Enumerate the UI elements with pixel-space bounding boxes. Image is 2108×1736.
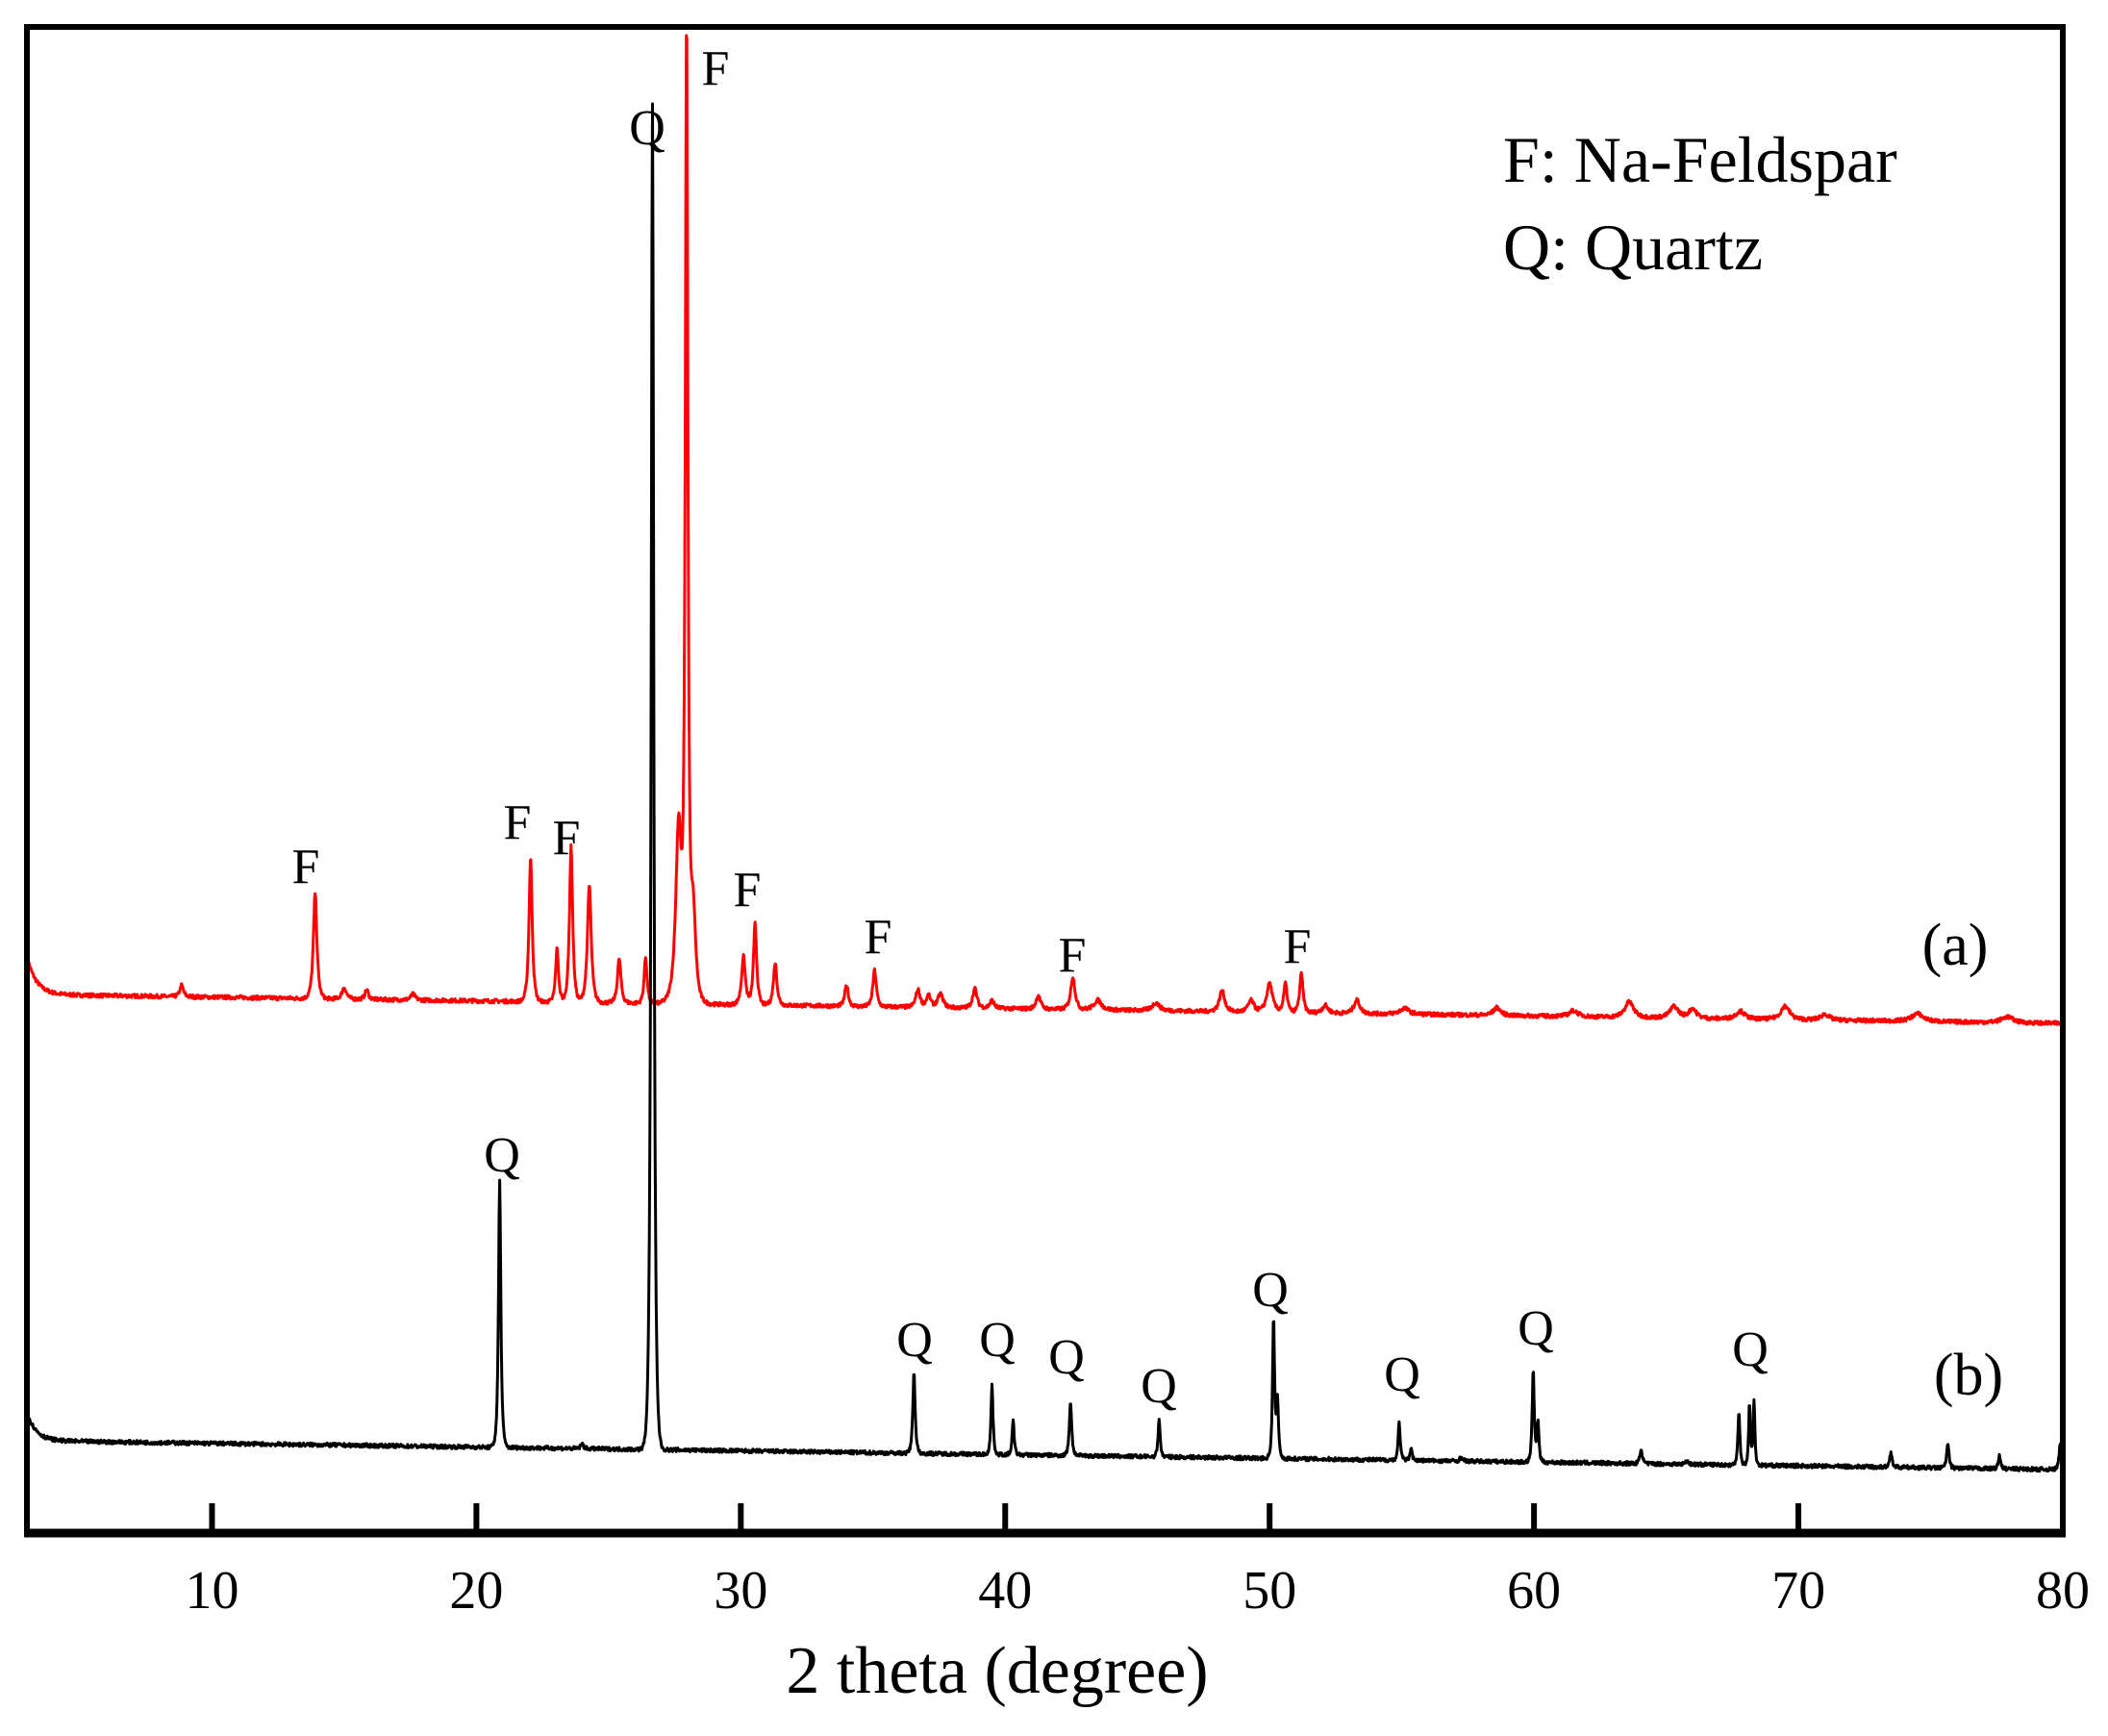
series-labels: (a) (b): [1922, 913, 2004, 1408]
quartz-peak-label: Q: [1732, 1322, 1769, 1377]
legend-entry-feldspar: F: Na-Feldspar: [1503, 123, 1897, 196]
series-layer: [25, 34, 2064, 1473]
feldspar-peak-label: F: [865, 910, 892, 965]
quartz-peak-label: Q: [1252, 1263, 1289, 1318]
quartz-peak-label: Q: [484, 1128, 520, 1183]
feldspar-peak-label: F: [702, 41, 730, 96]
quartz-peak-label: Q: [1048, 1330, 1085, 1385]
x-axis-title: 2 theta (degree): [786, 1634, 1208, 1708]
x-tick-label: 50: [1242, 1561, 1296, 1621]
series-trace-a: [25, 34, 2064, 1027]
quartz-peak-label: Q: [1384, 1347, 1420, 1402]
legend-entry-quartz: Q: Quartz: [1503, 211, 1763, 284]
x-tick-label: 70: [1771, 1561, 1825, 1621]
feldspar-peak-label: F: [553, 811, 581, 866]
feldspar-peak-label: F: [734, 863, 762, 918]
quartz-peak-label: Q: [896, 1313, 933, 1368]
quartz-peak-label: Q: [629, 101, 665, 156]
legend: F: Na-Feldspar Q: Quartz: [1503, 123, 1897, 284]
feldspar-peak-label: F: [1059, 928, 1087, 983]
x-tick-label: 10: [185, 1561, 238, 1621]
x-tick-label: 40: [978, 1561, 1032, 1621]
series-trace-b: [26, 102, 2064, 1473]
x-axis-ticks: 10 20 30 40 50 60 70 80: [185, 1503, 2090, 1621]
x-tick-label: 20: [449, 1561, 503, 1621]
feldspar-peak-label: F: [292, 840, 320, 894]
series-label: (a): [1922, 913, 1989, 978]
quartz-peak-label: Q: [1141, 1359, 1177, 1414]
x-tick-label: 30: [714, 1561, 767, 1621]
x-tick-label: 60: [1507, 1561, 1561, 1621]
x-tick-label: 80: [2036, 1561, 2090, 1621]
quartz-peak-label: Q: [1518, 1301, 1554, 1356]
feldspar-peak-label: F: [1284, 919, 1312, 974]
feldspar-peak-label: F: [504, 795, 532, 850]
series-label: (b): [1934, 1343, 2003, 1408]
quartz-peak-label: Q: [979, 1313, 1016, 1368]
